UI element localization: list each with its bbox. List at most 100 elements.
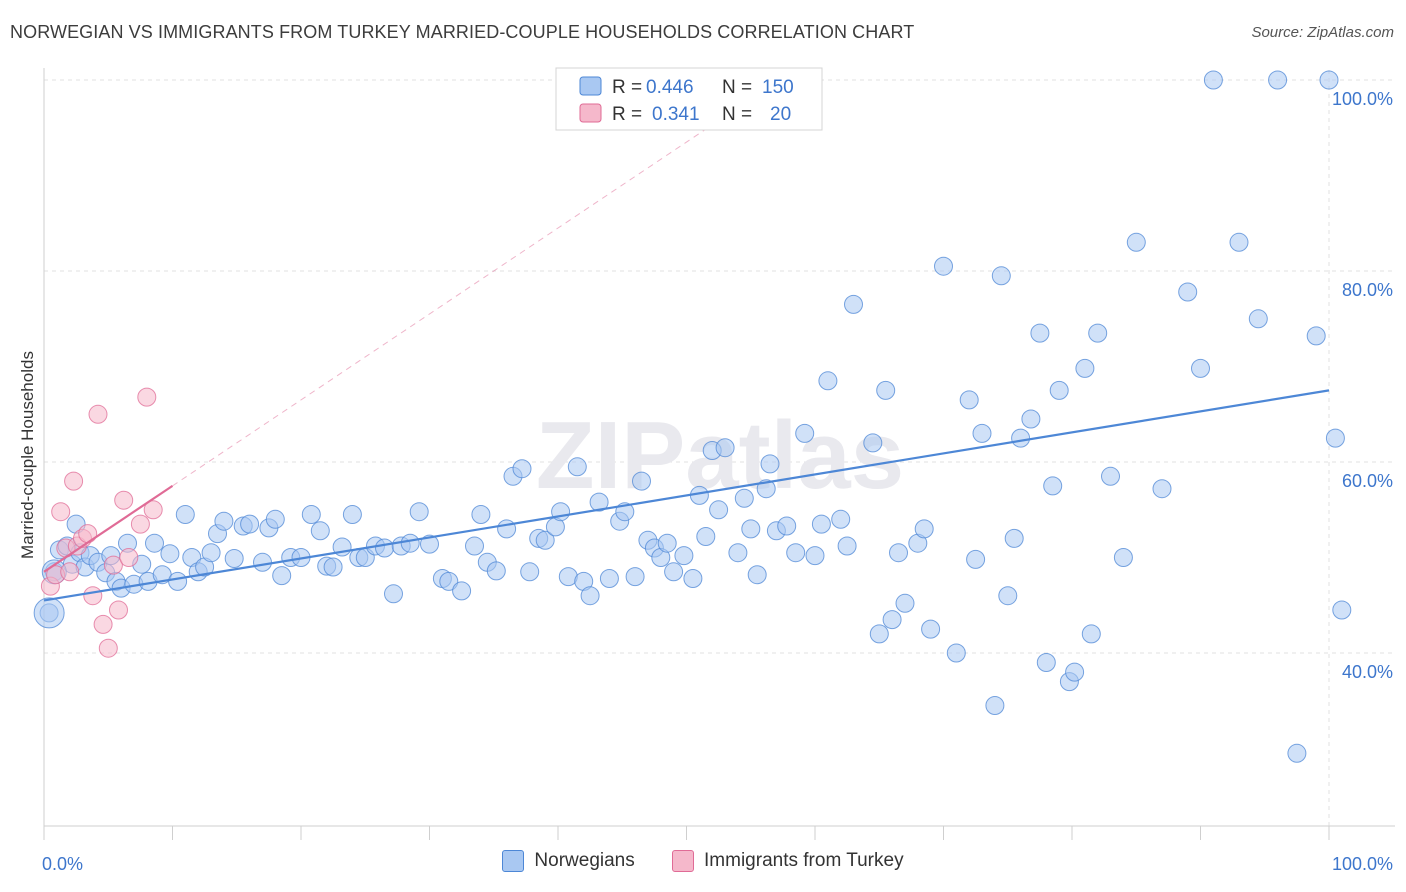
norwegians-point-140 — [1191, 358, 1210, 378]
turkey-point-11 — [93, 614, 113, 634]
norwegians-trend-line — [43, 389, 1330, 602]
series-norwegians-points — [33, 70, 1352, 763]
norwegians-point-138 — [1152, 479, 1172, 499]
norwegians-point-132 — [1075, 358, 1095, 378]
norwegians-point-73 — [599, 569, 619, 588]
norwegians-point-110 — [889, 543, 908, 563]
norwegians-point-107 — [869, 624, 889, 644]
legend-item-norwegians: Norwegians — [502, 850, 635, 872]
norwegians-point-39 — [310, 521, 330, 541]
norwegians-point-146 — [1306, 326, 1326, 346]
legend-n-value-pink: 20 — [770, 104, 791, 125]
norwegians-point-35 — [272, 566, 292, 586]
norwegians-point-31 — [240, 514, 260, 534]
norwegians-point-134 — [1088, 323, 1108, 343]
norwegians-point-105 — [844, 294, 863, 314]
legend-swatch-blue — [579, 76, 602, 96]
norwegians-point-124 — [1011, 428, 1031, 448]
norwegians-point-100 — [805, 546, 825, 566]
turkey-point-2 — [51, 502, 71, 522]
norwegians-point-43 — [342, 505, 362, 524]
norwegians-point-97 — [777, 516, 797, 536]
norwegians-point-143 — [1248, 309, 1268, 329]
legend-swatch-turkey — [672, 850, 695, 872]
norwegians-point-117 — [959, 390, 979, 410]
norwegians-point-92 — [741, 519, 761, 539]
norwegians-point-60 — [497, 519, 517, 539]
turkey-point-8 — [78, 524, 98, 544]
norwegians-point-111 — [895, 593, 915, 613]
legend-label-turkey: Immigrants from Turkey — [704, 850, 904, 871]
norwegians-point-127 — [1036, 653, 1056, 672]
norwegians-point-91 — [734, 488, 754, 508]
legend-item-turkey: Immigrants from Turkey — [672, 850, 904, 872]
norwegians-point-81 — [657, 533, 677, 553]
turkey-trend-extension — [172, 124, 713, 487]
legend-r-label-pink: R = — [612, 104, 642, 125]
norwegians-point-99 — [795, 423, 815, 443]
norwegians-point-106 — [863, 433, 883, 453]
y-tick-label-80: 80.0% — [1342, 280, 1393, 300]
legend-label-norwegians: Norwegians — [534, 850, 635, 871]
norwegians-point-121 — [991, 266, 1011, 286]
norwegians-point-135 — [1101, 466, 1120, 486]
norwegians-point-51 — [409, 502, 429, 522]
norwegians-point-137 — [1126, 232, 1146, 252]
legend-r-value-blue: 0.446 — [646, 77, 694, 98]
source-label: Source: ZipAtlas.com — [1251, 24, 1394, 41]
norwegians-point-89 — [715, 438, 735, 458]
norwegians-point-34 — [265, 509, 285, 529]
norwegians-point-120 — [985, 696, 1005, 715]
norwegians-point-88 — [709, 500, 729, 520]
norwegians-point-108 — [876, 380, 896, 400]
turkey-point-19 — [143, 500, 163, 520]
x-tick-label-0: 0.0% — [42, 854, 83, 874]
norwegians-point-145 — [1287, 743, 1307, 763]
norwegians-point-63 — [520, 562, 540, 582]
norwegians-point-104 — [837, 536, 857, 556]
norwegians-point-82 — [664, 562, 684, 582]
norwegians-point-129 — [1049, 380, 1069, 400]
series-legend: Norwegians Immigrants from Turkey — [0, 850, 1406, 878]
y-tick-label-40: 40.0% — [1342, 662, 1393, 682]
norwegians-point-125 — [1021, 409, 1041, 429]
norwegians-point-52 — [420, 534, 439, 554]
legend-n-label-pink: N = — [722, 104, 752, 125]
norwegians-point-84 — [683, 569, 703, 588]
tick-labels: 40.0% 60.0% 80.0% 100.0% 0.0% 100.0% — [42, 89, 1393, 874]
turkey-point-16 — [119, 548, 139, 567]
norwegians-point-56 — [465, 536, 484, 556]
turkey-point-17 — [130, 514, 150, 534]
norwegians-point-21 — [168, 571, 188, 591]
norwegians-point-118 — [966, 549, 986, 569]
norwegians-point-131 — [1065, 662, 1085, 682]
norwegians-point-72 — [589, 492, 609, 512]
turkey-point-15 — [114, 490, 134, 510]
norwegians-point-86 — [696, 527, 716, 546]
turkey-point-4 — [60, 562, 80, 582]
y-tick-label-60: 60.0% — [1342, 471, 1393, 491]
norwegians-point-133 — [1081, 624, 1101, 644]
norwegians-point-57 — [471, 505, 491, 524]
norwegians-point-29 — [224, 549, 244, 568]
norwegians-point-109 — [882, 610, 902, 630]
legend-r-value-pink: 0.341 — [652, 104, 700, 125]
norwegians-point-38 — [301, 505, 321, 524]
norwegians-point-83 — [674, 546, 694, 566]
y-axis-label: Married-couple Households — [18, 351, 37, 559]
norwegians-point-22 — [175, 505, 195, 524]
legend-n-label-blue: N = — [722, 77, 752, 98]
turkey-point-13 — [103, 555, 123, 575]
norwegians-point-41 — [323, 557, 343, 577]
norwegians-point-136 — [1113, 548, 1133, 567]
legend-swatch-norwegians — [502, 850, 525, 872]
norwegians-point-62 — [512, 459, 532, 479]
norwegians-point-116 — [946, 643, 966, 663]
norwegians-point-90 — [728, 543, 748, 563]
norwegians-point-93 — [747, 565, 767, 585]
y-tick-label-100: 100.0% — [1332, 89, 1393, 109]
norwegians-point-95 — [760, 454, 780, 474]
turkey-point-18 — [137, 387, 157, 407]
turkey-trend-line — [43, 484, 174, 573]
